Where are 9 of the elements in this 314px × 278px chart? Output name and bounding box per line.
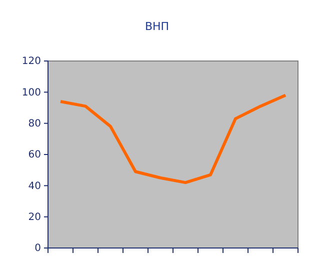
y-tick-label: 40 — [28, 180, 41, 192]
line-series — [59, 94, 287, 184]
y-tick-label: 20 — [28, 212, 41, 224]
chart-title: ВНП — [144, 20, 170, 33]
y-tick-label: 60 — [28, 150, 41, 161]
y-tick-label: 120 — [22, 56, 41, 68]
y-tick-label: 80 — [28, 118, 41, 130]
y-tick-label: 0 — [34, 243, 41, 254]
y-tick-label: 100 — [22, 87, 41, 98]
